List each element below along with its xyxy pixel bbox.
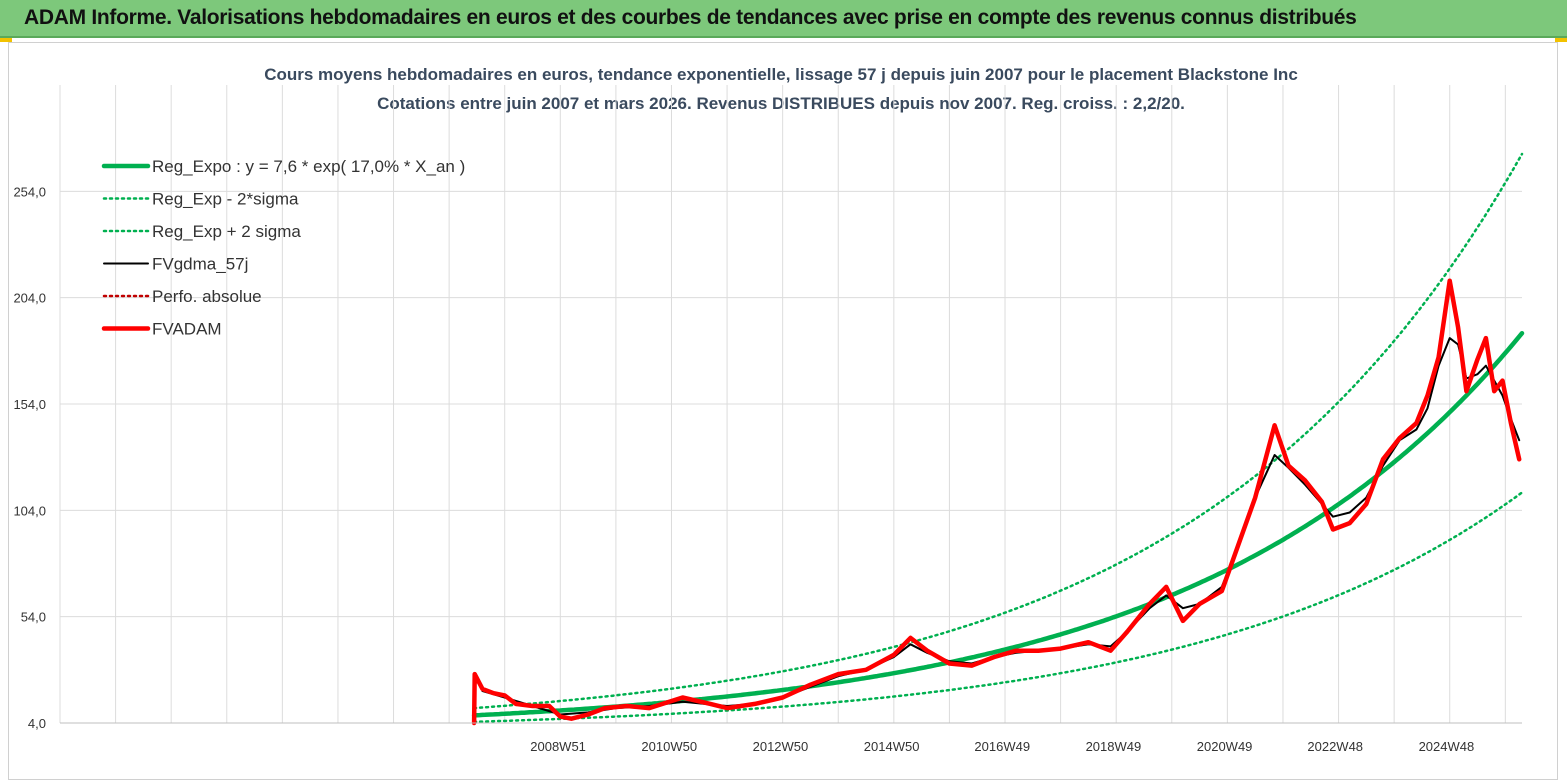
corner-marker-left — [0, 38, 12, 42]
x-tick-label: 2022W48 — [1307, 739, 1363, 754]
chart-title: Cours moyens hebdomadaires en euros, ten… — [264, 65, 1298, 84]
series-line-reg-high — [472, 152, 1524, 710]
chart-frame — [8, 42, 1558, 780]
x-tick-label: 2020W49 — [1197, 739, 1253, 754]
legend: Reg_Expo : y = 7,6 * exp( 17,0% * X_an )… — [101, 157, 465, 339]
y-tick-label: 104,0 — [13, 503, 46, 518]
legend-label: Perfo. absolue — [152, 287, 262, 306]
x-tick-label: 2024W48 — [1419, 739, 1475, 754]
series-line-reg-low — [472, 491, 1524, 724]
chart-subtitle: Cotations entre juin 2007 et mars 2026. … — [377, 94, 1185, 113]
grid — [59, 85, 1522, 724]
x-tick-label: 2010W50 — [641, 739, 697, 754]
corner-marker-right — [1555, 38, 1567, 42]
x-tick-label: 2008W51 — [530, 739, 586, 754]
banner-title: ADAM Informe. Valorisations hebdomadaire… — [24, 6, 1357, 29]
series-line-smooth — [481, 337, 1521, 716]
legend-label: Reg_Expo : y = 7,6 * exp( 17,0% * X_an ) — [152, 157, 465, 176]
y-tick-label: 4,0 — [28, 716, 46, 731]
legend-label: FVgdma_57j — [152, 255, 248, 274]
x-tick-label: 2014W50 — [864, 739, 920, 754]
x-tick-label: 2016W49 — [974, 739, 1030, 754]
y-tick-label: 254,0 — [13, 184, 46, 199]
x-tick-label: 2012W50 — [753, 739, 809, 754]
legend-label: Reg_Exp - 2*sigma — [152, 190, 299, 209]
legend-label: Reg_Exp + 2 sigma — [152, 222, 301, 241]
series-line-reg — [471, 330, 1525, 718]
y-tick-label: 204,0 — [13, 291, 46, 306]
legend-label: FVADAM — [152, 320, 222, 339]
axes: 4,0 54,0 104,0 154,0 204,0 254,0 2008W51 2010W5… — [13, 184, 1522, 754]
x-tick-label: 2018W49 — [1086, 739, 1142, 754]
series-group — [471, 152, 1525, 726]
series-line-price — [471, 278, 1522, 726]
title-banner: ADAM Informe. Valorisations hebdomadaire… — [0, 0, 1567, 38]
y-tick-label: 54,0 — [21, 610, 46, 625]
y-tick-label: 154,0 — [13, 397, 46, 412]
